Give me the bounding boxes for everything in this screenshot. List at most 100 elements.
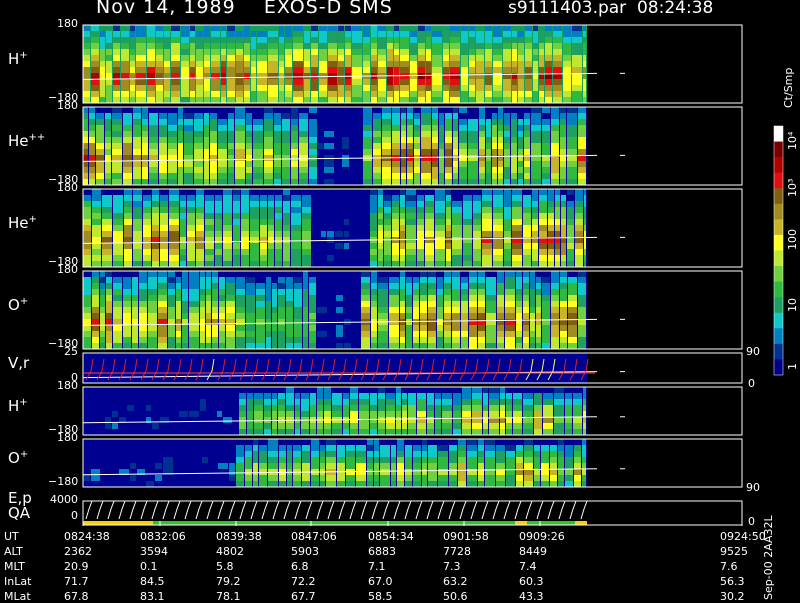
spectrogram-cell <box>317 307 327 313</box>
spectrogram-cell <box>378 331 388 337</box>
spectrogram-cell <box>102 243 112 249</box>
spectrogram-cell <box>158 319 167 325</box>
spectrogram-cell <box>363 49 370 55</box>
spectrogram-cell <box>462 417 471 423</box>
spectrogram-cell <box>553 49 562 55</box>
spectrogram-cell <box>523 283 529 289</box>
spectrogram-cell <box>244 85 250 91</box>
spectrogram-cell <box>180 249 186 255</box>
spectrogram-cell <box>511 125 517 131</box>
spectrogram-cell <box>382 131 391 137</box>
spectrogram-cell <box>102 261 112 267</box>
spectrogram-cell <box>426 91 431 97</box>
spectrogram-cell <box>414 131 420 137</box>
spectrogram-cell <box>236 481 244 487</box>
spectrogram-cell <box>123 113 132 119</box>
panel-frame <box>82 24 743 104</box>
spectrogram-cell <box>421 131 431 137</box>
spectrogram-cell <box>414 167 420 173</box>
colorbar-swatch <box>774 343 783 360</box>
spectrogram-cell <box>525 91 532 97</box>
spectrogram-cell <box>189 307 199 313</box>
spectrogram-cell <box>200 313 205 319</box>
spectrogram-cell <box>181 49 189 55</box>
spectrogram-cell <box>518 67 524 73</box>
spectrogram-cell <box>250 255 259 261</box>
spectrogram-cell <box>506 399 512 405</box>
spectrogram-cell <box>558 439 564 445</box>
spectrogram-cell <box>523 237 531 243</box>
spectrogram-cell <box>420 325 427 331</box>
spectrogram-cell <box>400 201 405 207</box>
spectrogram-cell <box>181 91 189 97</box>
footer-row-label: MLat <box>4 590 31 603</box>
spectrogram-cell <box>189 283 199 289</box>
spectrogram-cell <box>486 319 496 325</box>
spectrogram-cell <box>142 155 148 161</box>
spectrogram-cell <box>437 283 443 289</box>
spectrogram-cell <box>380 463 390 469</box>
spectrogram-cell <box>363 167 372 173</box>
spectrogram-cell <box>291 207 301 213</box>
spectrogram-cell <box>443 85 449 91</box>
spectrogram-cell <box>301 399 309 405</box>
spectrogram-cell <box>275 243 282 249</box>
spectrogram-cell <box>343 399 349 405</box>
spectrogram-cell <box>374 463 379 469</box>
spectrogram-cell <box>504 167 510 173</box>
spectrogram-cell <box>473 219 481 225</box>
spectrogram-cell <box>435 213 445 219</box>
spectrogram-cell <box>279 91 284 97</box>
spectrogram-cell <box>551 149 559 155</box>
spectrogram-cell <box>363 137 372 143</box>
spectrogram-cell <box>361 283 370 289</box>
spectrogram-cell <box>472 411 482 417</box>
spectrogram-cell <box>164 67 170 73</box>
energy-trace <box>514 500 522 520</box>
spectrogram-cell <box>450 55 460 61</box>
spectrogram-cell <box>204 85 210 91</box>
spectrogram-cell <box>257 79 267 85</box>
energy-trace <box>338 500 346 520</box>
spectrogram-cell <box>113 307 122 313</box>
spectrogram-cell <box>417 195 424 201</box>
spectrogram-cell <box>299 137 308 143</box>
spectrogram-cell <box>190 31 195 37</box>
spectrogram-cell <box>545 73 552 79</box>
spectrogram-cell <box>378 313 388 319</box>
spectrogram-cell <box>102 255 112 261</box>
spectrogram-cell <box>473 243 481 249</box>
spectrogram-cell <box>236 307 245 313</box>
spectrogram-cell <box>392 143 400 149</box>
spectrogram-cell <box>190 73 195 79</box>
spectrogram-cell <box>473 195 481 201</box>
spectrogram-cell <box>483 393 488 399</box>
spectrogram-cell <box>463 243 472 249</box>
spectrogram-cell <box>139 319 147 325</box>
spectrogram-cell <box>392 231 399 237</box>
spectrogram-cell <box>278 289 285 295</box>
spectrogram-cell <box>479 107 485 113</box>
spectrogram-cell <box>482 231 492 237</box>
spectrogram-cell <box>512 255 522 261</box>
spectrogram-cell <box>536 289 541 295</box>
spectrogram-cell <box>505 319 515 325</box>
colorbar-tick: 100 <box>786 229 799 250</box>
spectrogram-cell <box>83 237 91 243</box>
spectrogram-cell <box>530 337 535 343</box>
spectrogram-cell <box>303 313 308 319</box>
spectrogram-cell <box>575 213 583 219</box>
spectrogram-cell <box>578 107 586 113</box>
spectrogram-cell <box>250 219 259 225</box>
spectrogram-cell <box>113 261 123 267</box>
spectrogram-cell <box>428 481 437 487</box>
spectrogram-cell <box>253 119 263 125</box>
spectrogram-cell <box>422 445 427 451</box>
spectrogram-cell <box>565 469 573 475</box>
spectrogram-cell <box>450 31 460 37</box>
spectrogram-cell <box>523 307 529 313</box>
spectrogram-cell <box>342 161 349 167</box>
spectrogram-cell <box>485 439 495 445</box>
spectrogram-cell <box>253 155 263 161</box>
spectrogram-cell <box>346 481 355 487</box>
